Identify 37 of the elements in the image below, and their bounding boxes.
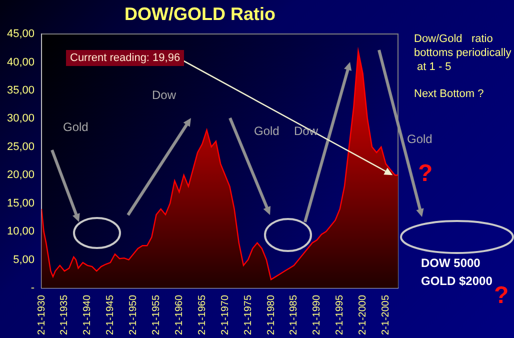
x-tick-label: 2-1-1955 [151, 294, 162, 335]
y-tick-label: 35,00 [6, 84, 35, 96]
text: DOW 5000 [421, 256, 480, 270]
x-tick-label: 2-1-1945 [105, 294, 116, 335]
x-tick-label: 2-1-1995 [334, 294, 346, 335]
x-tick-label: 2-1-1975 [242, 294, 254, 335]
x-tick-label: 2-1-1985 [288, 294, 300, 335]
x-tick-label: 2-1-2005 [380, 294, 392, 335]
x-tick-label: 2-1-1940 [82, 294, 94, 335]
x-tick-label: 2-1-1935 [59, 294, 70, 335]
y-tick-label: 15,00 [6, 197, 35, 210]
y-tick-label: 25,00 [6, 140, 35, 153]
text: ? [418, 160, 433, 188]
text: Dow/Gold ratio bottoms periodically at 1 - 5 [414, 32, 512, 74]
y-tick-label: 45,00 [6, 28, 35, 40]
x-tick-label: 2-1-1930 [36, 294, 48, 335]
x-tick-label: 2-1-1960 [174, 294, 185, 335]
x-tick-label: 2-1-1950 [128, 294, 140, 335]
x-tick-label: 2-1-2000 [358, 294, 369, 335]
text: Gold [407, 132, 432, 146]
y-tick-label: 40,00 [6, 56, 35, 68]
y-tick-label: 10,00 [6, 226, 35, 238]
text: ? [494, 282, 509, 310]
y-tick-label: 20,00 [6, 169, 35, 182]
y-tick-label: 30,00 [6, 112, 35, 125]
text: GOLD $2000 [421, 274, 492, 288]
x-tick-label: 2-1-1980 [266, 294, 277, 335]
chart-title: DOW/GOLD Ratio [124, 4, 276, 25]
text: Next Bottom ? [414, 88, 484, 100]
x-tick-label: 2-1-1965 [196, 294, 208, 335]
x-tick-label: 2-1-1990 [312, 294, 323, 335]
annotation: Current reading: 19,96 [66, 50, 184, 66]
y-tick-label: - [30, 282, 35, 294]
annotation: Gold [63, 120, 88, 134]
x-tick-label: 2-1-1970 [220, 294, 231, 335]
annotation: Dow [152, 88, 176, 102]
y-tick-label: 5,00 [13, 254, 35, 266]
